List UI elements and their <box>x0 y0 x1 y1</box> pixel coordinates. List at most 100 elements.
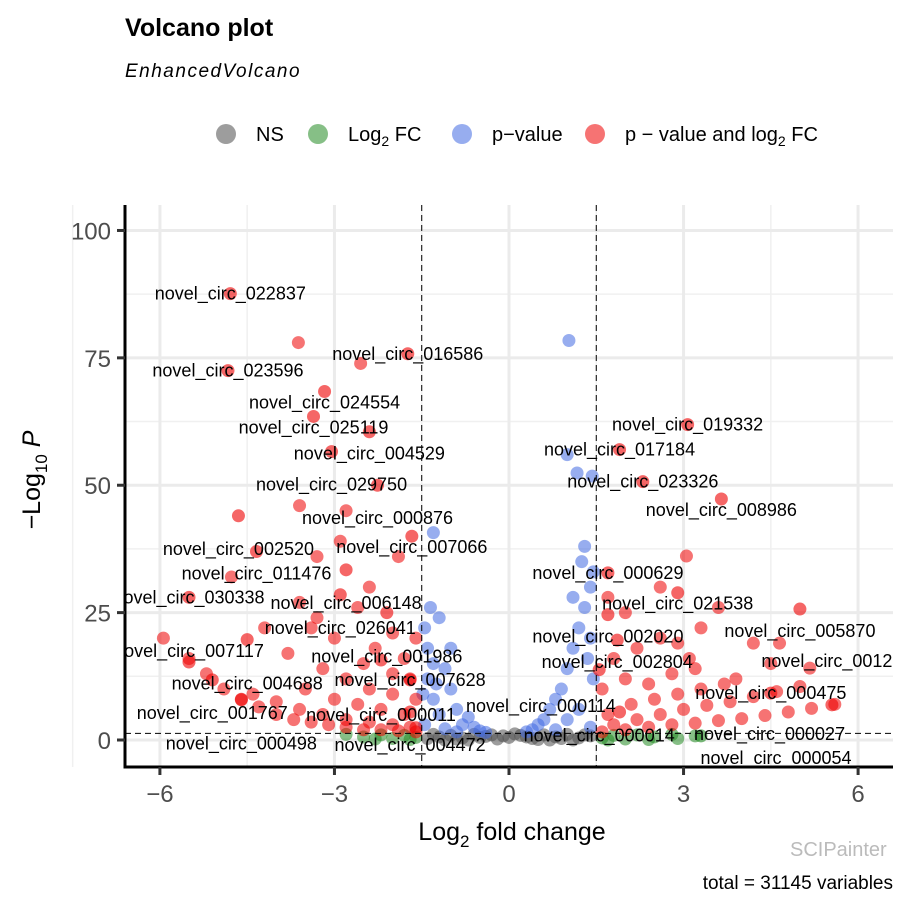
x-tick-label: 6 <box>851 781 864 808</box>
point-labeled <box>249 544 263 558</box>
point-labeled <box>613 705 627 719</box>
point-labeled <box>694 729 708 743</box>
point-label: novel_circ_007628 <box>335 670 486 691</box>
point-both <box>642 677 656 691</box>
point-both <box>298 682 312 696</box>
point-both <box>217 682 231 696</box>
point-label: novel_circ_024554 <box>249 392 400 413</box>
legend-marker-both <box>585 124 605 144</box>
point-labels: novel_circ_022837 novel_circ_016586 novel_… <box>114 284 893 769</box>
point-labeled <box>223 287 237 301</box>
point-both <box>682 651 696 665</box>
point-both <box>688 716 702 730</box>
point-both <box>362 580 376 594</box>
point-both <box>386 718 400 732</box>
point-both <box>642 720 656 734</box>
y-tick-label: 25 <box>84 601 111 628</box>
point-both <box>805 701 819 715</box>
legend-marker-ns <box>216 124 236 144</box>
point-p <box>583 631 597 645</box>
point-labeled <box>401 347 415 361</box>
point-p <box>426 526 440 540</box>
point-both <box>281 646 295 660</box>
point-both <box>688 662 702 676</box>
point-p <box>562 334 576 348</box>
point-both <box>291 336 305 350</box>
y-axis-label-sub: 10 <box>32 454 51 473</box>
point-label: novel_circ_000027 <box>694 724 845 745</box>
point-both <box>746 690 760 704</box>
point-label: novel_circ_004529 <box>294 444 445 465</box>
point-p <box>426 692 440 706</box>
point-labeled <box>601 566 615 580</box>
point-p <box>444 682 458 696</box>
point-both <box>601 590 615 604</box>
legend-marker-p <box>452 124 472 144</box>
point-both <box>595 682 609 696</box>
point-p <box>566 590 580 604</box>
point-p <box>543 702 557 716</box>
point-label: novel_circ_005870 <box>724 621 875 642</box>
y-tick-label: 0 <box>98 728 111 755</box>
watermark: SCIPainter <box>790 839 887 861</box>
legend-label-ns: NS <box>256 124 284 146</box>
point-both <box>304 715 318 729</box>
point-ns <box>566 733 580 747</box>
point-label: novel_circ_017184 <box>544 440 695 461</box>
point-labeled <box>240 633 254 647</box>
point-both <box>322 718 336 732</box>
point-label: novel_circ_000498 <box>166 734 317 755</box>
point-both <box>618 606 632 620</box>
y-tick-label: 100 <box>71 218 111 245</box>
x-axis-label: Log2 fold change <box>418 818 605 851</box>
point-p <box>537 713 551 727</box>
point-both <box>711 714 725 728</box>
y-tick-label: 75 <box>84 346 111 373</box>
point-both <box>793 679 807 693</box>
point-both <box>409 692 423 706</box>
point-label: novel_circ_000475 <box>695 683 846 704</box>
point-label: novel_circ_002804 <box>542 652 693 673</box>
point-labeled <box>610 633 624 647</box>
point-p <box>554 682 568 696</box>
point-both <box>224 570 238 584</box>
point-p <box>429 677 443 691</box>
point-labeled <box>409 721 423 735</box>
point-both <box>677 702 691 716</box>
point-ns <box>426 727 440 741</box>
x-tick-label: 3 <box>677 781 690 808</box>
point-p <box>461 710 475 724</box>
point-both <box>293 595 307 609</box>
point-label: novel_circ_023326 <box>567 472 718 493</box>
point-both <box>758 709 772 723</box>
point-both <box>607 718 621 732</box>
point-fc <box>671 731 685 745</box>
point-both <box>252 700 266 714</box>
point-labeled <box>339 563 353 577</box>
point-both <box>287 713 301 727</box>
point-labeled <box>374 653 388 667</box>
chart-subtitle: EnhancedVolcano <box>125 61 301 82</box>
point-p <box>585 469 599 483</box>
point-both <box>269 695 283 709</box>
x-tick-label: −3 <box>321 781 348 808</box>
point-labeled <box>601 608 615 622</box>
point-both <box>357 657 371 671</box>
x-axis-label-main: Log <box>418 818 460 846</box>
point-both <box>293 499 307 513</box>
point-both <box>735 712 749 726</box>
point-label: novel_circ_000054 <box>700 748 851 769</box>
point-label: novel_circ_000011 <box>306 705 456 726</box>
point-label: novel_circ_006148 <box>271 593 422 614</box>
point-ns <box>438 733 452 747</box>
point-labeled <box>671 586 685 600</box>
x-tick-label: −6 <box>146 781 173 808</box>
point-both <box>339 713 353 727</box>
point-labeled <box>613 443 627 457</box>
point-labeled <box>764 686 778 700</box>
x-axis-label-rest: fold change <box>469 818 605 846</box>
point-both <box>607 651 621 665</box>
point-p <box>423 601 437 615</box>
point-label: novel_circ_000114 <box>466 696 616 717</box>
point-label: novel_circ_007117 <box>114 641 264 662</box>
